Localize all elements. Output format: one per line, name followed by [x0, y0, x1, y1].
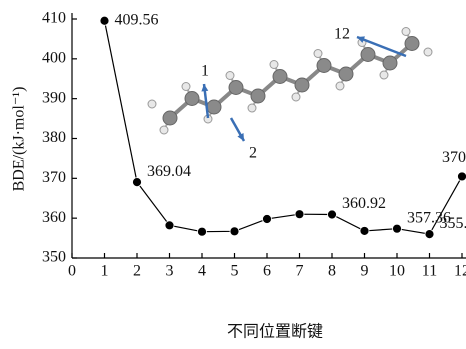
h-atom	[248, 104, 256, 112]
c-atom	[229, 81, 243, 95]
data-label: 360.92	[342, 195, 386, 212]
y-tick-label: 370	[42, 169, 66, 186]
data-label: 369.04	[147, 163, 191, 180]
x-tick-label: 1	[101, 263, 109, 280]
point	[198, 227, 207, 236]
h-atom	[314, 50, 322, 58]
x-tick-label: 11	[422, 263, 437, 280]
molecule-inset	[148, 28, 432, 142]
x-tick-label: 2	[133, 263, 141, 280]
point	[360, 226, 369, 235]
point	[263, 214, 272, 223]
line	[105, 21, 463, 234]
point	[100, 16, 109, 25]
h-atom	[424, 48, 432, 56]
data-label: 370.48	[442, 149, 466, 166]
y-tick-label: 380	[42, 129, 66, 146]
h-atom	[336, 82, 344, 90]
c-atom	[405, 37, 419, 51]
point	[295, 210, 304, 219]
x-tick-label: 10	[389, 263, 405, 280]
x-tick-label: 12	[454, 263, 466, 280]
x-tick-label: 8	[328, 263, 336, 280]
y-axis-label: BDE/(kJ·mol⁻¹)	[11, 87, 28, 192]
c-atom	[383, 56, 397, 70]
y-tick-label: 350	[42, 249, 66, 266]
h-atom	[148, 100, 156, 108]
annotation: 1	[201, 63, 209, 80]
h-atom	[270, 61, 278, 69]
point	[328, 210, 337, 219]
x-tick-label: 7	[296, 263, 304, 280]
y-tick-label: 360	[42, 209, 66, 226]
c-atom	[207, 100, 221, 114]
c-atom	[185, 92, 199, 106]
h-atom	[182, 83, 190, 91]
h-atom	[292, 93, 300, 101]
x-tick-label: 4	[198, 263, 206, 280]
x-tick-label: 5	[231, 263, 239, 280]
c-atom	[339, 67, 353, 81]
c-atom	[295, 78, 309, 92]
x-axis-label: 不同位置断键	[227, 323, 323, 341]
c-atom	[317, 59, 331, 73]
x-tick-label: 9	[361, 263, 369, 280]
x-tick-label: 3	[166, 263, 174, 280]
data-label: 355.99	[440, 215, 466, 232]
point	[133, 178, 142, 187]
x-tick-label: 6	[263, 263, 271, 280]
point	[393, 224, 402, 233]
c-atom	[251, 89, 265, 103]
point	[165, 221, 174, 230]
y-tick-label: 410	[42, 10, 66, 27]
h-atom	[160, 126, 168, 134]
x-tick-label: 0	[68, 263, 76, 280]
point	[425, 230, 434, 239]
y-tick-label: 390	[42, 89, 66, 106]
point	[458, 172, 466, 181]
data-label: 409.56	[115, 11, 159, 28]
c-atom	[361, 48, 375, 62]
annotation: 12	[334, 26, 350, 43]
h-atom	[380, 71, 388, 79]
point	[230, 227, 239, 236]
chart: 1 2 12 不同位置断键 BDE/(kJ·mol⁻¹) 35036037038…	[0, 0, 466, 349]
c-atom	[163, 111, 177, 125]
h-atom	[402, 28, 410, 36]
annotation: 2	[249, 145, 257, 162]
c-atom	[273, 70, 287, 84]
y-tick-label: 400	[42, 50, 66, 67]
h-atom	[226, 72, 234, 80]
